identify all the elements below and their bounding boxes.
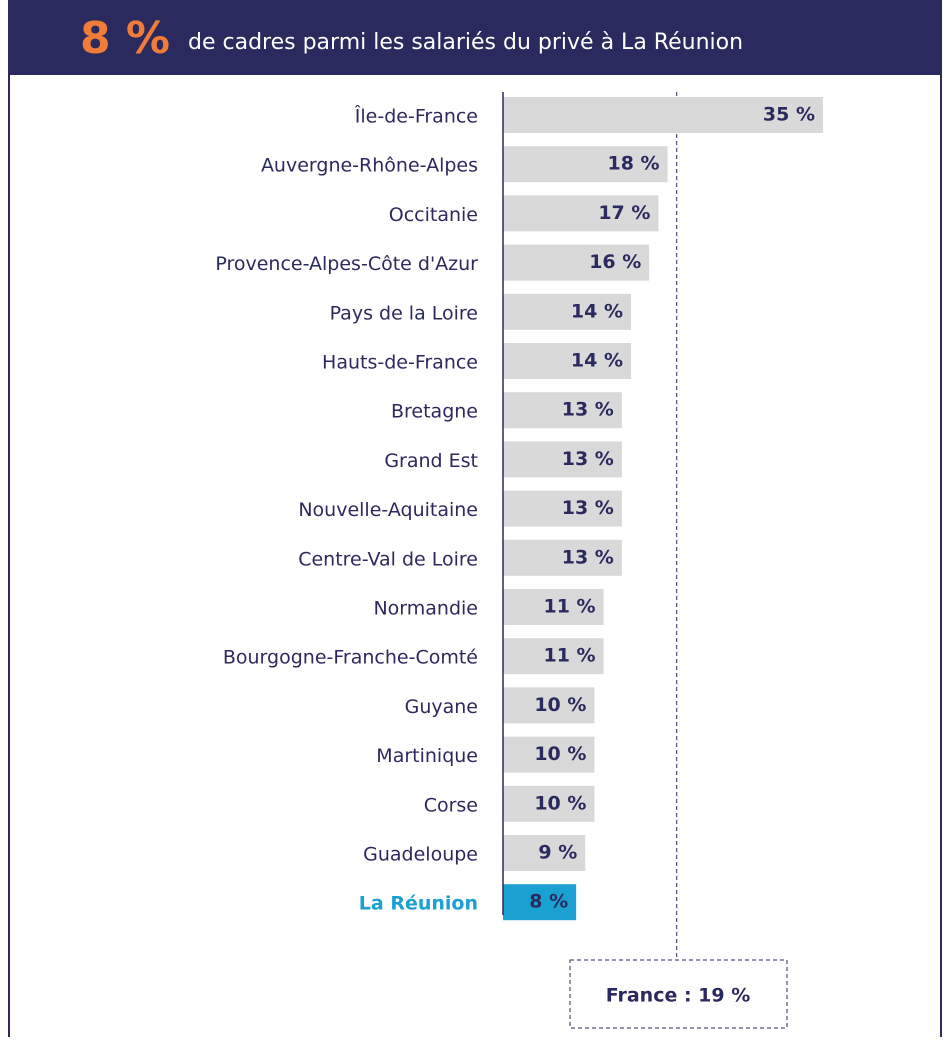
category-label: Normandie bbox=[373, 598, 478, 620]
value-label: 10 % bbox=[534, 743, 586, 765]
value-label: 13 % bbox=[562, 448, 614, 470]
value-label: 14 % bbox=[571, 350, 623, 372]
category-label: Nouvelle-Aquitaine bbox=[298, 499, 478, 521]
bar bbox=[503, 392, 622, 429]
header bbox=[8, 0, 942, 75]
value-label: 13 % bbox=[562, 497, 614, 519]
category-label: Centre-Val de Loire bbox=[298, 548, 478, 570]
bar bbox=[503, 490, 622, 527]
bar bbox=[503, 539, 622, 576]
bar bbox=[503, 343, 631, 379]
bar bbox=[503, 146, 668, 183]
category-label: Hauts-de-France bbox=[322, 352, 478, 374]
category-label: Guadeloupe bbox=[363, 844, 478, 866]
value-label: 11 % bbox=[543, 596, 595, 618]
bar bbox=[503, 884, 577, 921]
value-label: 17 % bbox=[598, 202, 650, 224]
value-label: 8 % bbox=[529, 891, 568, 913]
category-label: Bourgogne-Franche-Comté bbox=[223, 647, 478, 669]
bar bbox=[503, 441, 622, 478]
category-label: Occitanie bbox=[389, 204, 478, 226]
bar bbox=[503, 195, 659, 232]
bar bbox=[503, 293, 631, 330]
category-label: Auvergne-Rhône-Alpes bbox=[261, 155, 478, 177]
bar bbox=[503, 785, 595, 822]
value-label: 18 % bbox=[607, 153, 659, 175]
category-label: Provence-Alpes-Côte d'Azur bbox=[215, 253, 478, 275]
value-label: 14 % bbox=[571, 300, 623, 322]
reference-box bbox=[569, 959, 788, 1029]
title-highlight: 8 % bbox=[80, 13, 170, 64]
category-label: Bretagne bbox=[391, 401, 478, 423]
reference-label: France : 19 % bbox=[606, 985, 751, 1007]
category-label: Grand Est bbox=[384, 450, 478, 472]
category-label: Martinique bbox=[376, 745, 478, 767]
value-label: 9 % bbox=[538, 842, 577, 864]
category-label: Île-de-France bbox=[354, 105, 478, 128]
category-label: La Réunion bbox=[359, 893, 478, 915]
value-label: 10 % bbox=[534, 792, 586, 814]
bar bbox=[503, 638, 604, 675]
value-label: 16 % bbox=[589, 251, 641, 273]
value-label: 11 % bbox=[543, 645, 595, 667]
bar bbox=[503, 736, 595, 773]
category-label: Corse bbox=[424, 794, 478, 816]
value-label: 35 % bbox=[763, 104, 815, 126]
bar bbox=[503, 244, 650, 281]
value-label: 10 % bbox=[534, 694, 586, 716]
chart-title: de cadres parmi les salariés du privé à … bbox=[188, 30, 743, 55]
category-label: Guyane bbox=[405, 696, 478, 718]
bar bbox=[503, 687, 595, 724]
value-label: 13 % bbox=[562, 546, 614, 568]
value-label: 13 % bbox=[562, 399, 614, 421]
bar bbox=[503, 97, 823, 133]
bar bbox=[503, 589, 604, 625]
bar bbox=[503, 835, 586, 871]
category-label: Pays de la Loire bbox=[330, 302, 478, 324]
